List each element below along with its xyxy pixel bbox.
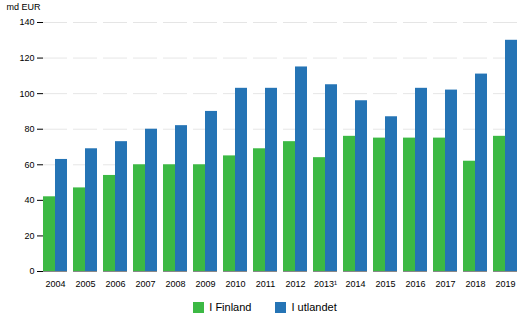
svg-text:100: 100 (19, 89, 34, 99)
svg-text:2019: 2019 (495, 279, 515, 289)
svg-text:2006: 2006 (105, 279, 125, 289)
svg-text:0: 0 (29, 266, 34, 276)
svg-text:2005: 2005 (75, 279, 95, 289)
svg-text:2008: 2008 (165, 279, 185, 289)
svg-text:20: 20 (24, 231, 34, 241)
svg-text:2016: 2016 (405, 279, 425, 289)
svg-text:140: 140 (19, 17, 34, 27)
svg-text:2004: 2004 (45, 279, 65, 289)
svg-text:2017: 2017 (435, 279, 455, 289)
svg-text:60: 60 (24, 160, 34, 170)
html-text:I Finland: I Finland (209, 301, 252, 313)
svg-text:2015: 2015 (375, 279, 395, 289)
svg-text:120: 120 (19, 53, 34, 63)
svg-text:80: 80 (24, 124, 34, 134)
svg-text:40: 40 (24, 195, 34, 205)
svg-text:2014: 2014 (345, 279, 365, 289)
svg-text:2010: 2010 (225, 279, 245, 289)
svg-text:2012: 2012 (285, 279, 305, 289)
html-text:I utlandet: I utlandet (291, 301, 337, 313)
svg-text:2013¹: 2013¹ (314, 279, 337, 289)
svg-text:2007: 2007 (135, 279, 155, 289)
svg-text:2009: 2009 (195, 279, 215, 289)
svg-text:2011: 2011 (256, 279, 275, 289)
svg-text:md EUR: md EUR (7, 2, 42, 12)
svg-text:2018: 2018 (465, 279, 485, 289)
